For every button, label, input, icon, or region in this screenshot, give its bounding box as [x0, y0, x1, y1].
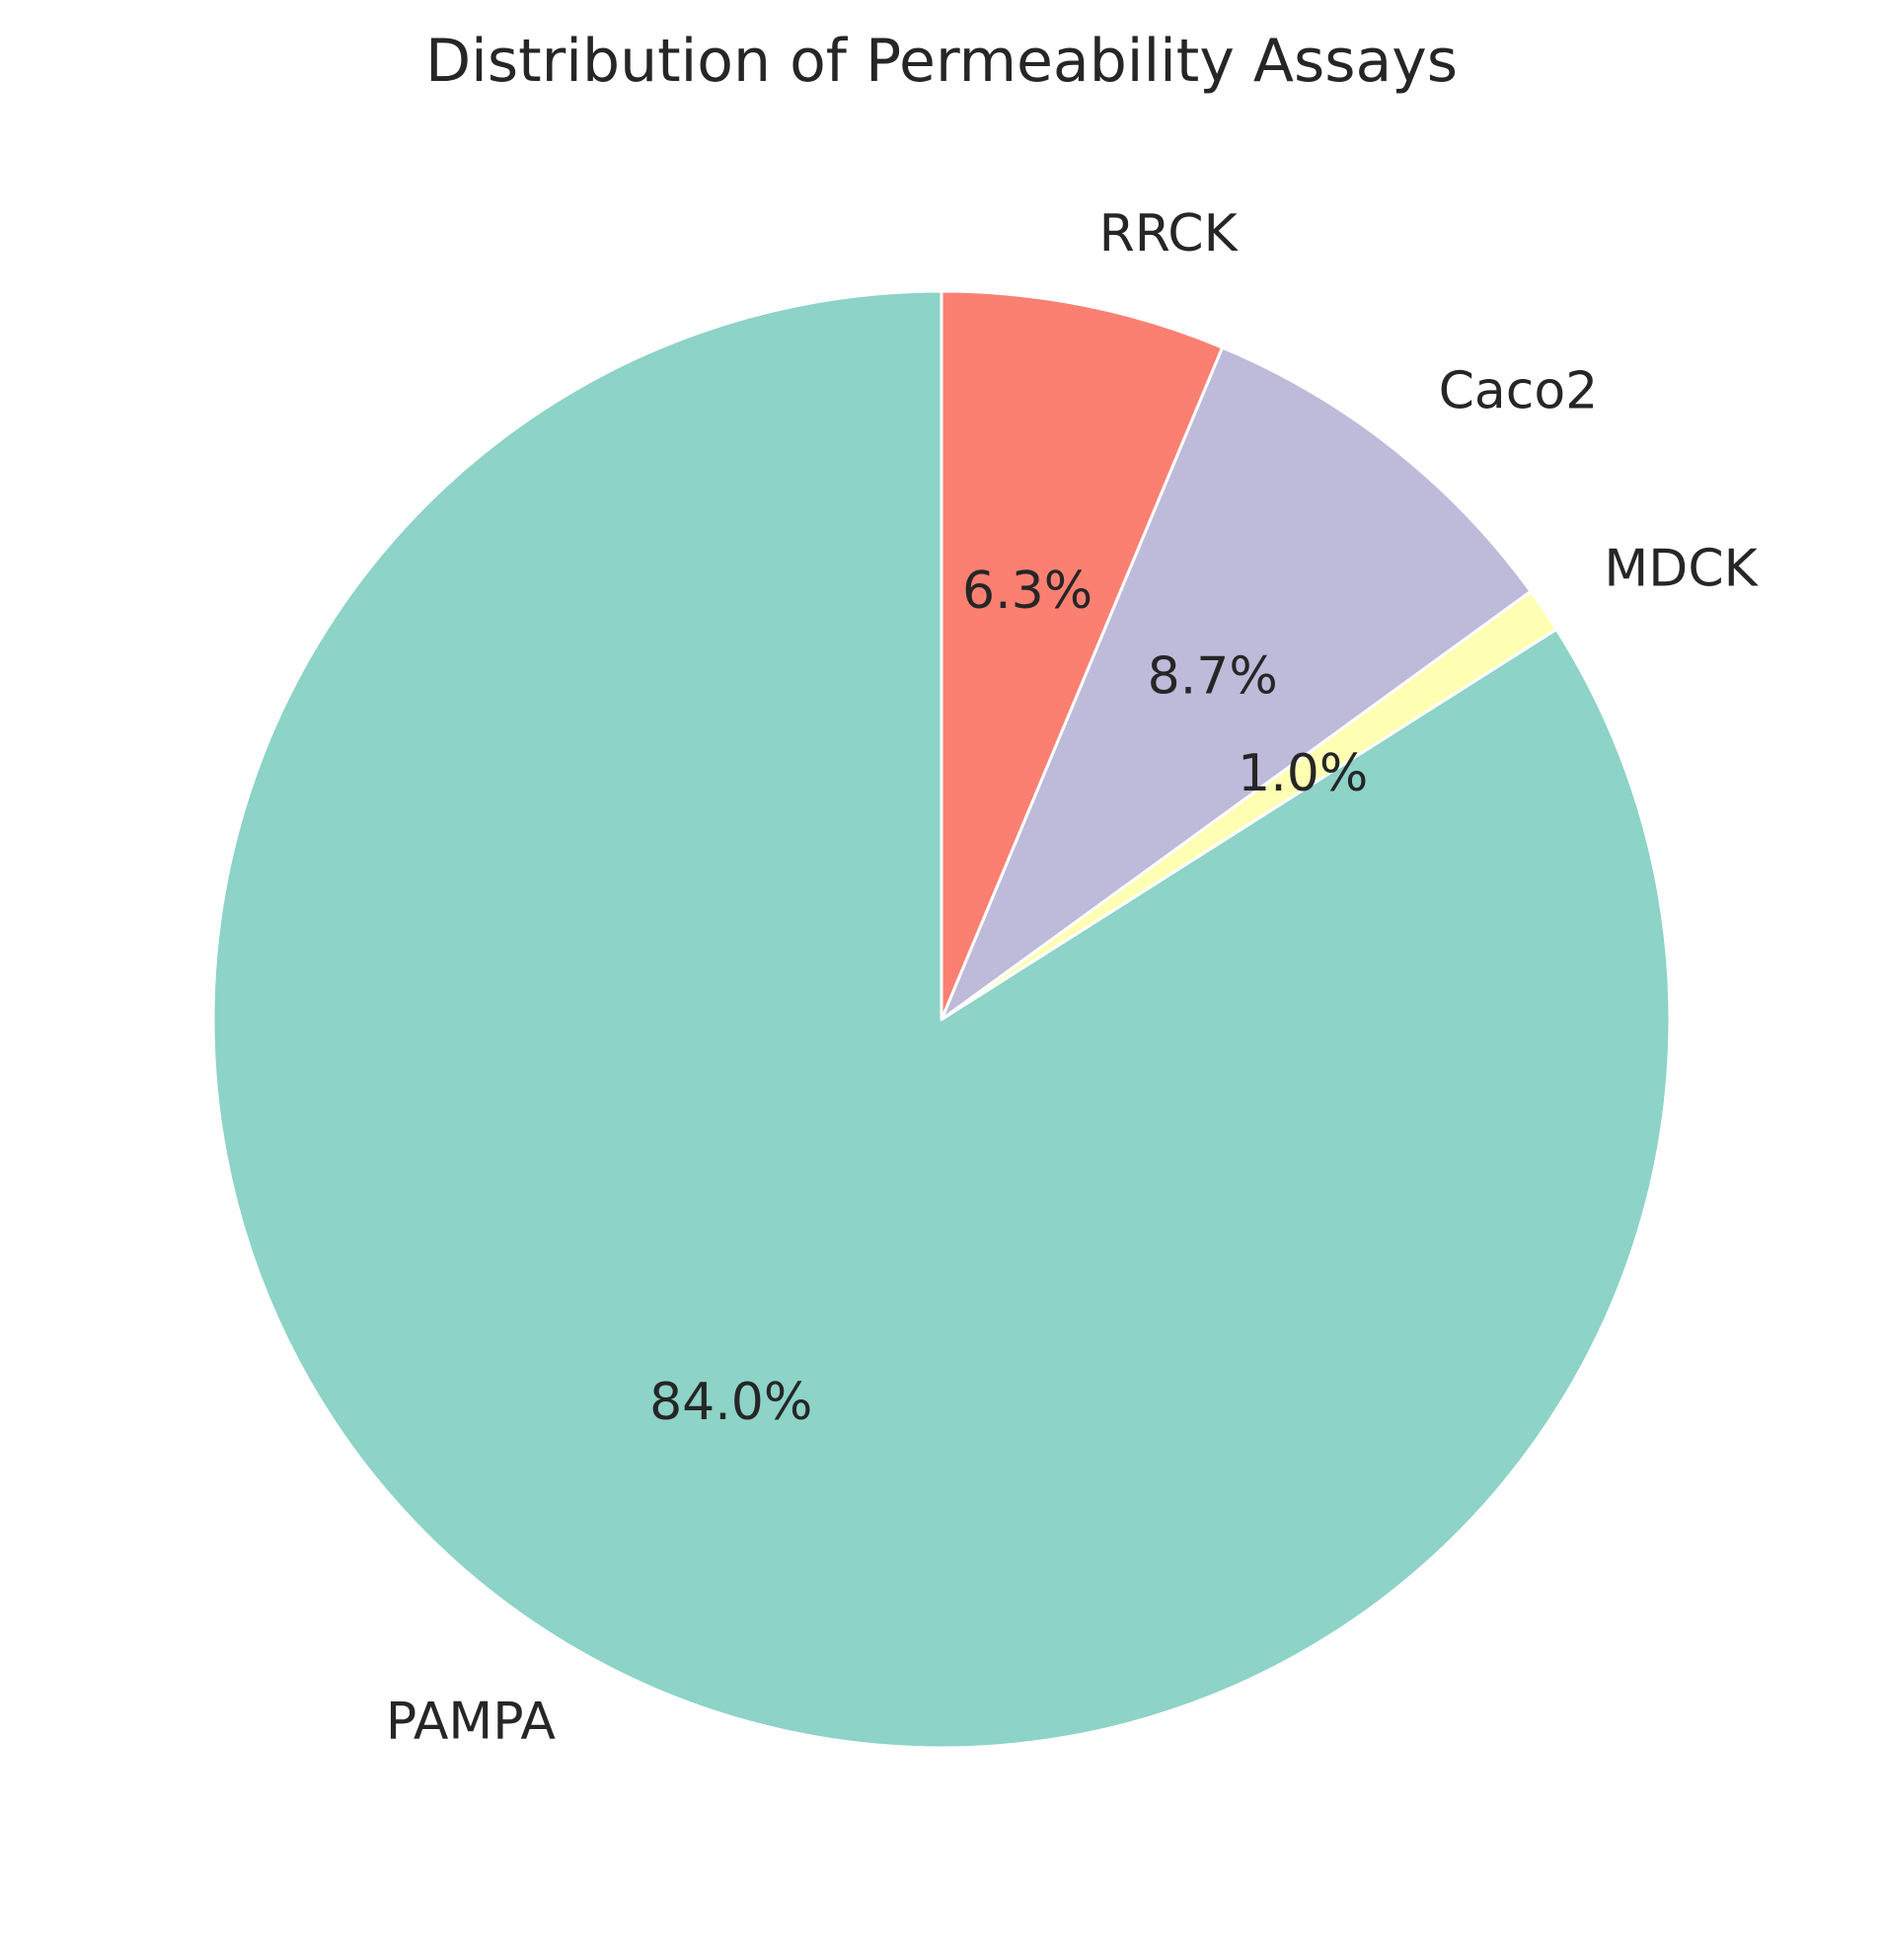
pct-label-pampa: 84.0% — [649, 1373, 812, 1432]
slice-label-caco2: Caco2 — [1439, 361, 1599, 420]
pct-label-mdck: 1.0% — [1238, 744, 1368, 803]
pie-labels: PAMPA 84.0% MDCK 1.0% Caco2 8.7% RRCK 6.3% — [386, 204, 1760, 1751]
slice-label-pampa: PAMPA — [386, 1692, 557, 1751]
slice-label-rrck: RRCK — [1099, 204, 1240, 264]
chart-title: Distribution of Permeability Assays — [425, 27, 1458, 96]
pct-label-rrck: 6.3% — [962, 562, 1092, 621]
pie-slice-caco2 — [940, 345, 1533, 1021]
pct-label-caco2: 8.7% — [1148, 647, 1278, 707]
slice-label-mdck: MDCK — [1604, 540, 1759, 599]
pie-slices — [211, 289, 1672, 1750]
pie-slice-rrck — [940, 289, 1225, 1021]
